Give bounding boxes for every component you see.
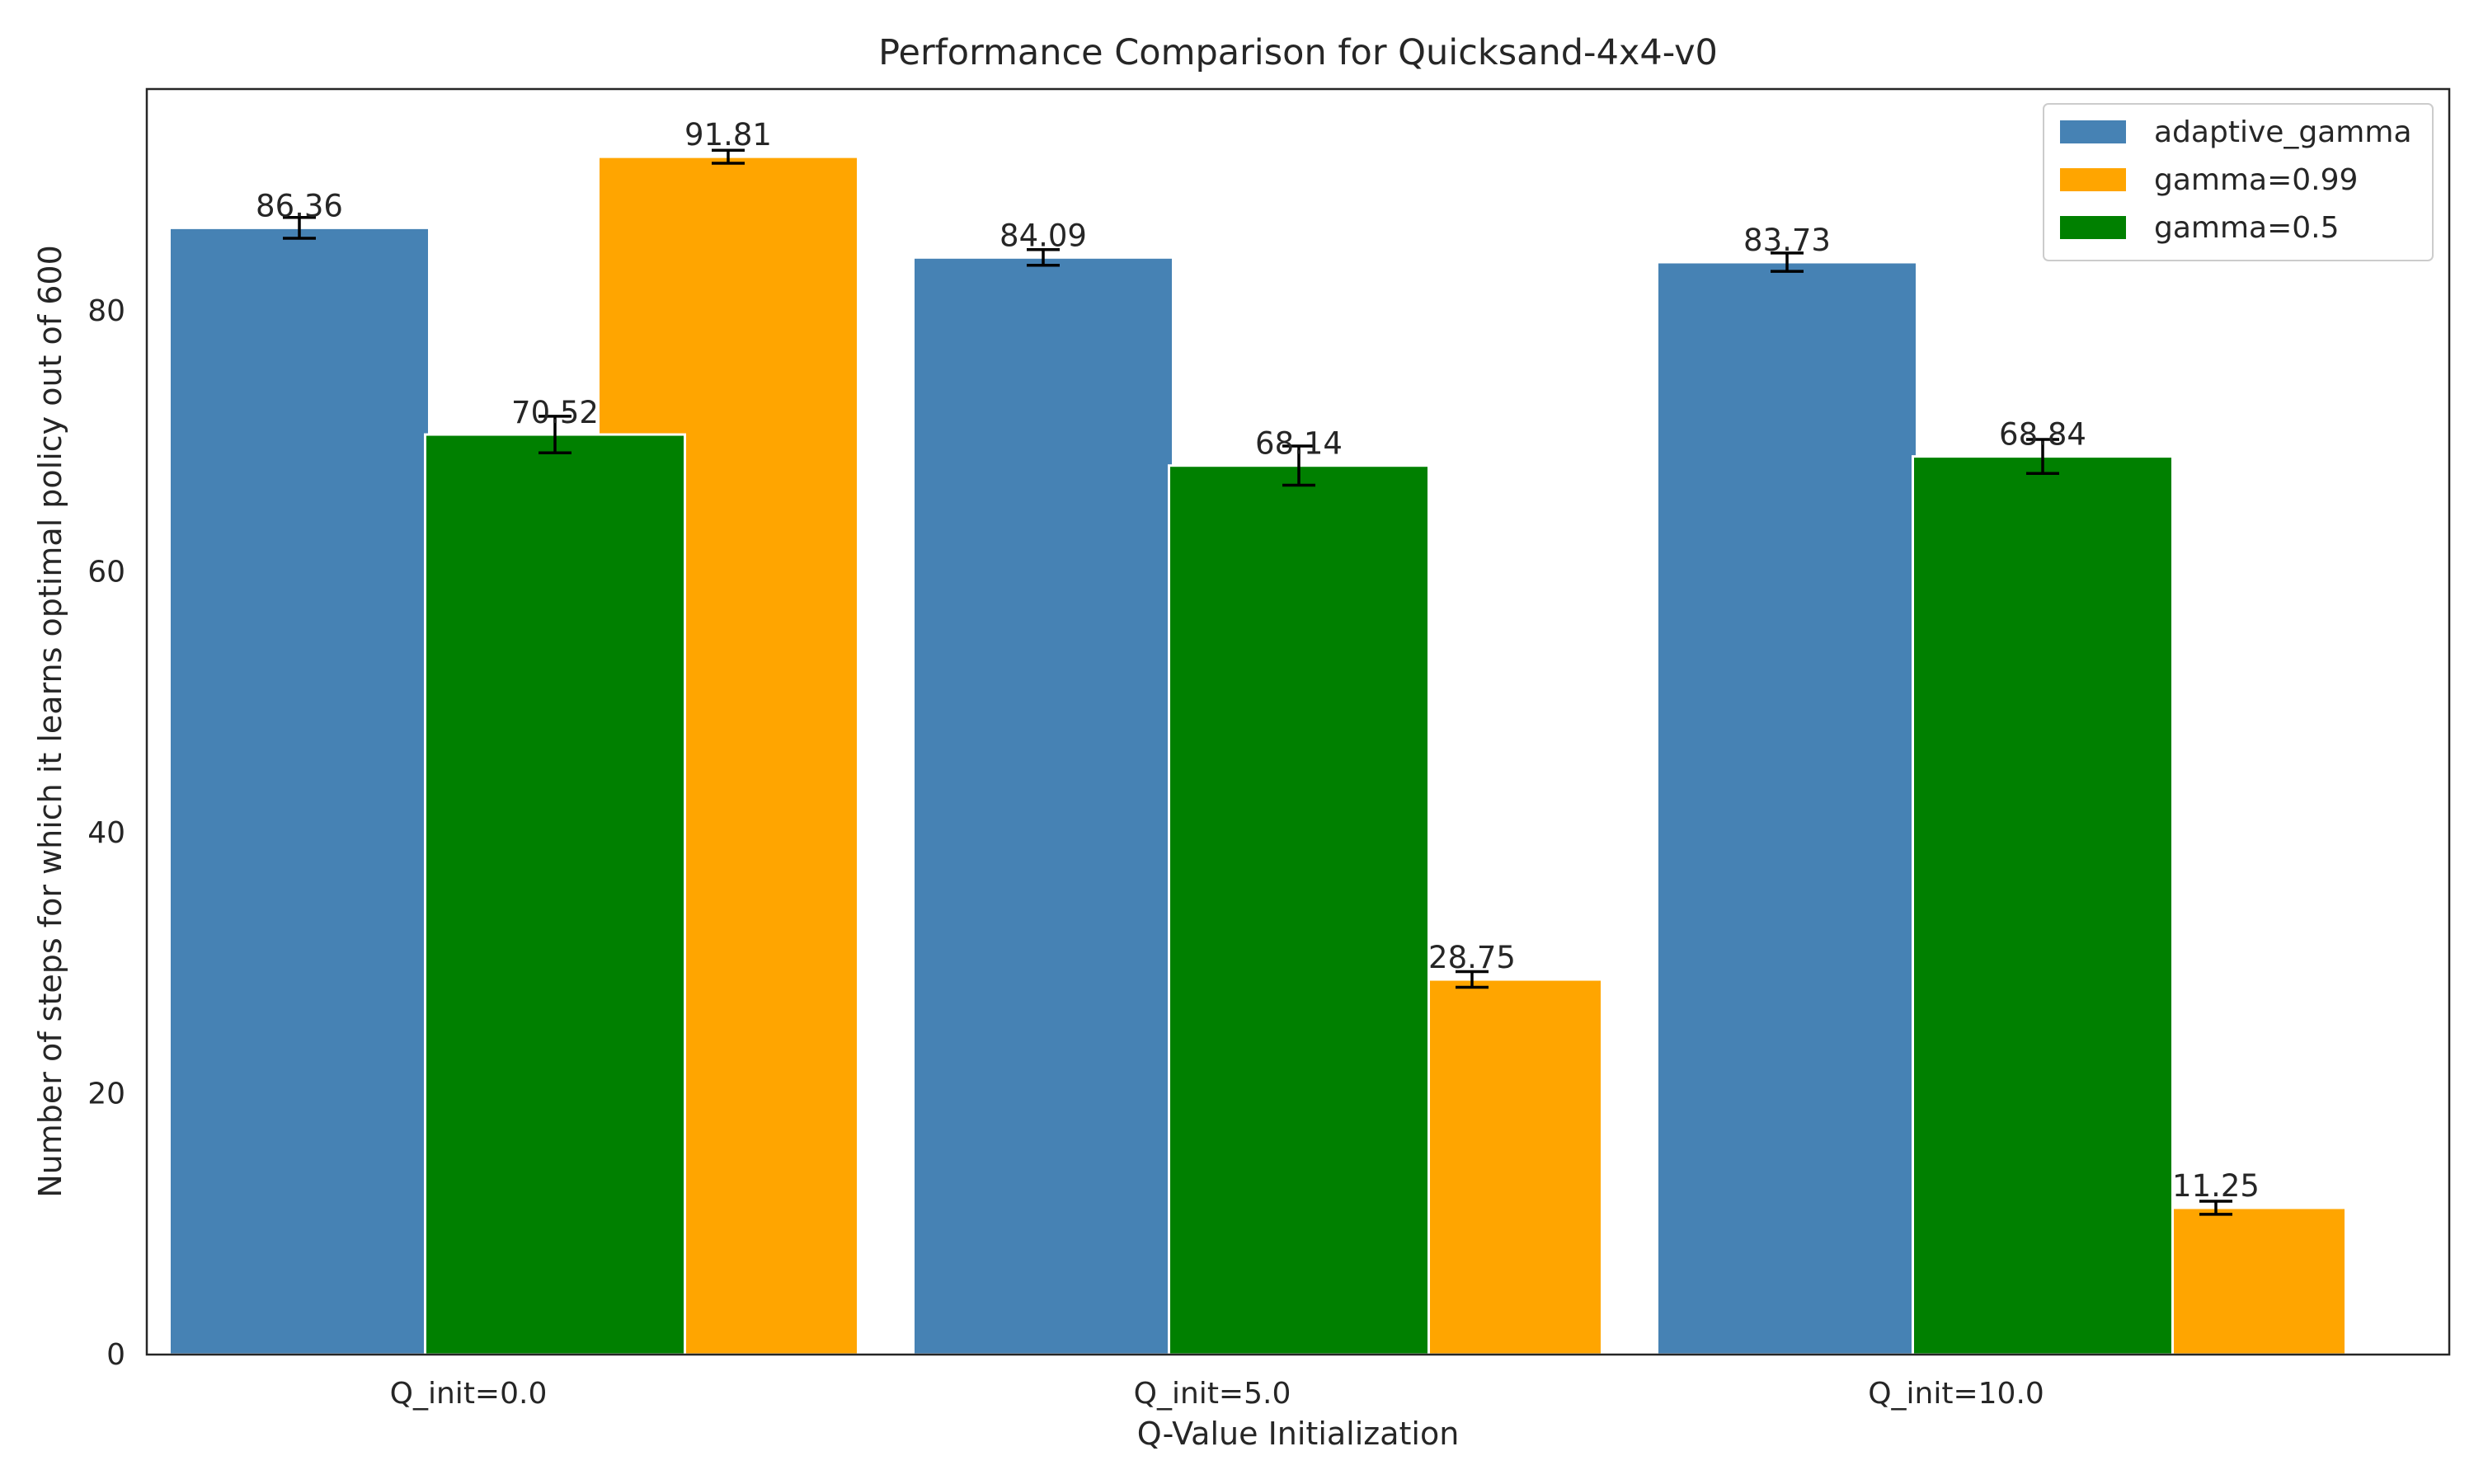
y-tick-40: 40: [87, 816, 125, 850]
legend-swatch: [2060, 168, 2126, 191]
legend-box: [2043, 103, 2434, 261]
bar-adaptive_gamma-1: [912, 256, 1174, 1356]
x-tick-label-0: Q_init=0.0: [390, 1377, 548, 1411]
y-tick-label: 20: [87, 1078, 125, 1111]
error-bar-adaptive_gamma-2: [1771, 251, 1804, 273]
legend-swatch: [2060, 120, 2126, 143]
data-label-gamma=0.5-2: 68.84: [1999, 417, 2086, 453]
data-labels-group: 86.36 84.09 83.73 91.81 28.75 11.25 70.52 68.14…: [256, 117, 2260, 1204]
legend-label: gamma=0.5: [2154, 211, 2340, 245]
bar-adaptive_gamma-2: [1656, 261, 1918, 1356]
bars-group: [168, 155, 2347, 1356]
y-tick-80: 80: [87, 294, 125, 328]
error-bar-gamma=0.99-2: [2199, 1200, 2232, 1216]
data-label-adaptive_gamma-1: 84.09: [999, 218, 1087, 253]
error-bar-gamma=0.5-2: [2026, 438, 2059, 475]
y-axis-ticks: 0 20 40 60 80: [87, 294, 125, 1372]
y-axis-label: Number of steps for which it learns opti…: [32, 245, 68, 1198]
y-tick-60: 60: [87, 556, 125, 589]
legend-label: adaptive_gamma: [2154, 115, 2412, 149]
plot-frame: [145, 87, 2451, 1356]
data-label-gamma=0.5-0: 70.52: [511, 395, 599, 430]
error-bar-adaptive_gamma-0: [283, 215, 316, 240]
legend: adaptive_gamma gamma=0.99 gamma=0.5: [2043, 103, 2434, 261]
bar-gamma=0.5-1: [1168, 464, 1430, 1356]
legend-swatch: [2060, 216, 2126, 239]
data-label-gamma=0.99-0: 91.81: [684, 117, 772, 153]
error-bar-adaptive_gamma-1: [1027, 248, 1060, 267]
y-tick-label: 60: [87, 556, 125, 589]
y-tick-label: 40: [87, 816, 125, 850]
bar-gamma=0.5-0: [424, 433, 686, 1356]
y-tick-label: 0: [106, 1338, 125, 1372]
x-axis-label: Q-Value Initialization: [1137, 1416, 1460, 1452]
y-tick-label: 80: [87, 294, 125, 328]
error-bars-group: [283, 148, 2232, 1216]
bar-gamma=0.5-2: [1912, 455, 2174, 1356]
data-label-adaptive_gamma-2: 83.73: [1743, 223, 1831, 258]
error-bar-gamma=0.5-1: [1282, 444, 1315, 487]
legend-item-gamma=0.5: gamma=0.5: [2060, 211, 2340, 245]
x-tick-label-1: Q_init=5.0: [1134, 1377, 1291, 1411]
y-tick-0: 0: [106, 1338, 125, 1372]
error-bar-gamma=0.99-0: [712, 148, 745, 165]
error-bar-gamma=0.99-1: [1456, 970, 1489, 989]
x-tick-label-2: Q_init=10.0: [1868, 1377, 2044, 1411]
bar-adaptive_gamma-0: [168, 226, 430, 1356]
data-label-adaptive_gamma-0: 86.36: [256, 188, 343, 223]
legend-label: gamma=0.99: [2154, 163, 2358, 197]
legend-item-adaptive_gamma: adaptive_gamma: [2060, 115, 2412, 149]
data-label-gamma=0.5-1: 68.14: [1255, 426, 1343, 462]
x-axis-ticks: Q_init=0.0 Q_init=5.0 Q_init=10.0: [390, 1377, 2044, 1411]
chart-title: Performance Comparison for Quicksand-4x4…: [878, 32, 1718, 73]
y-tick-20: 20: [87, 1078, 125, 1111]
data-label-gamma=0.99-1: 28.75: [1428, 940, 1516, 975]
error-bar-gamma=0.5-0: [539, 415, 571, 454]
data-label-gamma=0.99-2: 11.25: [2172, 1168, 2260, 1204]
legend-item-gamma=0.99: gamma=0.99: [2060, 163, 2358, 197]
